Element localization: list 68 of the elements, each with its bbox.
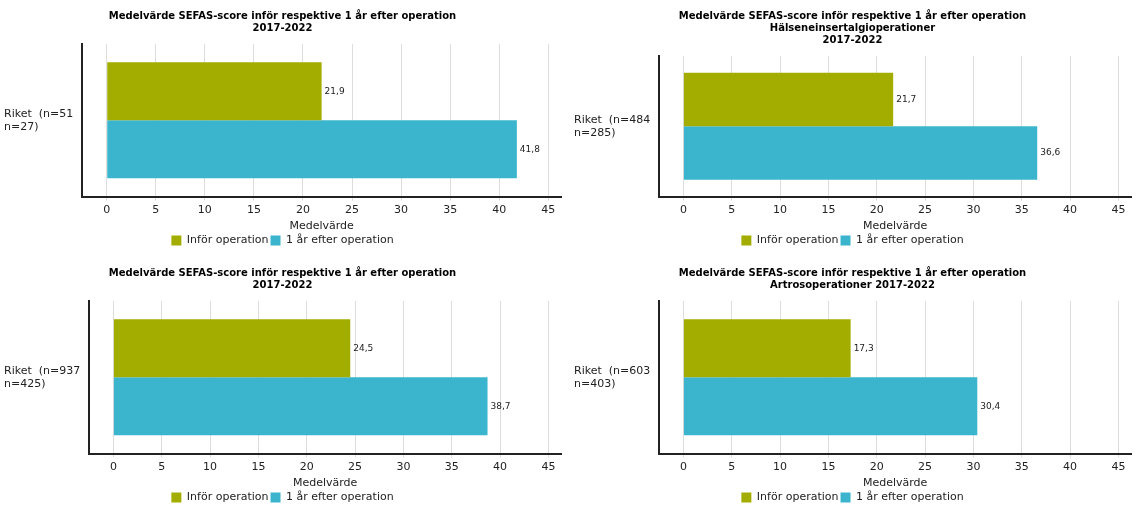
x-tick-label: 20	[869, 203, 884, 217]
legend-label: Inför operation	[756, 233, 839, 247]
x-tick-label: 40	[493, 460, 508, 474]
data-label: 24,5	[353, 342, 374, 353]
chart-title: Medelvärde SEFAS-score inför respektive 1 år efter operation 2017-2022	[108, 8, 457, 33]
legend-label: Inför operation	[756, 490, 839, 504]
x-tick-label: 5	[158, 460, 166, 474]
data-label: 21,9	[324, 85, 345, 96]
x-tick-label: 10	[773, 203, 788, 217]
x-tick-label: 45	[1111, 460, 1126, 474]
x-tick-label: 45	[541, 460, 556, 474]
data-label: 17,3	[853, 342, 874, 353]
x-axis-title: Medelvärde	[292, 476, 358, 490]
legend-label: Inför operation	[186, 233, 269, 247]
y-tick-label: Riket (n=937 n=425)	[4, 363, 81, 390]
legend-label: 1 år efter operation	[856, 490, 964, 504]
x-tick-label: 10	[203, 460, 218, 474]
legend-label: 1 år efter operation	[286, 490, 394, 504]
legend-label: Inför operation	[186, 490, 269, 504]
x-tick-label: 5	[728, 203, 736, 217]
x-tick-label: 20	[869, 460, 884, 474]
chart-title: Medelvärde SEFAS-score inför respektive 1 år efter operation Artrosoperationer 2017-2022	[678, 265, 1027, 290]
x-tick-label: 35	[444, 460, 459, 474]
x-tick-label: 10	[197, 203, 212, 217]
x-tick-label: 30	[966, 460, 981, 474]
chart-title: Medelvärde SEFAS-score inför respektive 1 år efter operation Hälseneinsertalgioperationer 2017-2022	[678, 8, 1027, 45]
x-tick-label: 40	[1063, 203, 1078, 217]
x-tick-label: 30	[396, 460, 411, 474]
y-tick-label: Riket (n=51 n=27)	[4, 106, 74, 133]
x-tick-label: 0	[679, 203, 687, 217]
y-tick-label: Riket (n=484 n=285)	[574, 112, 651, 139]
x-tick-label: 15	[821, 203, 836, 217]
data-label: 36,6	[1040, 147, 1061, 158]
x-tick-label: 10	[773, 460, 788, 474]
legend-label: 1 år efter operation	[286, 233, 394, 247]
chart-title: Medelvärde SEFAS-score inför respektive 1 år efter operation 2017-2022	[108, 265, 457, 290]
x-tick-label: 25	[348, 460, 363, 474]
x-tick-label: 20	[299, 460, 314, 474]
x-tick-label: 0	[679, 460, 687, 474]
x-tick-label: 45	[541, 203, 556, 217]
x-tick-label: 5	[152, 203, 160, 217]
legend-label: 1 år efter operation	[856, 233, 964, 247]
data-label: 30,4	[980, 400, 1001, 411]
x-tick-label: 15	[251, 460, 266, 474]
x-tick-label: 0	[109, 460, 117, 474]
x-tick-label: 5	[728, 460, 736, 474]
data-label: 41,8	[519, 143, 541, 154]
x-axis-title: Medelvärde	[862, 476, 928, 490]
x-tick-label: 40	[1063, 460, 1078, 474]
x-tick-label: 25	[918, 203, 933, 217]
x-axis-title: Medelvärde	[289, 219, 355, 233]
x-tick-label: 15	[246, 203, 261, 217]
data-label: 38,7	[490, 400, 511, 411]
x-tick-label: 35	[1014, 203, 1029, 217]
x-tick-label: 15	[821, 460, 836, 474]
x-tick-label: 35	[1014, 460, 1029, 474]
x-tick-label: 45	[1111, 203, 1126, 217]
x-tick-label: 20	[295, 203, 310, 217]
y-tick-label: Riket (n=603 n=403)	[574, 363, 651, 390]
x-tick-label: 25	[918, 460, 933, 474]
x-axis-title: Medelvärde	[862, 219, 928, 233]
x-tick-label: 0	[103, 203, 111, 217]
x-tick-label: 40	[492, 203, 507, 217]
x-tick-label: 30	[966, 203, 981, 217]
data-label: 21,7	[896, 93, 917, 104]
x-tick-label: 35	[443, 203, 458, 217]
x-tick-label: 25	[345, 203, 360, 217]
x-tick-label: 30	[394, 203, 409, 217]
